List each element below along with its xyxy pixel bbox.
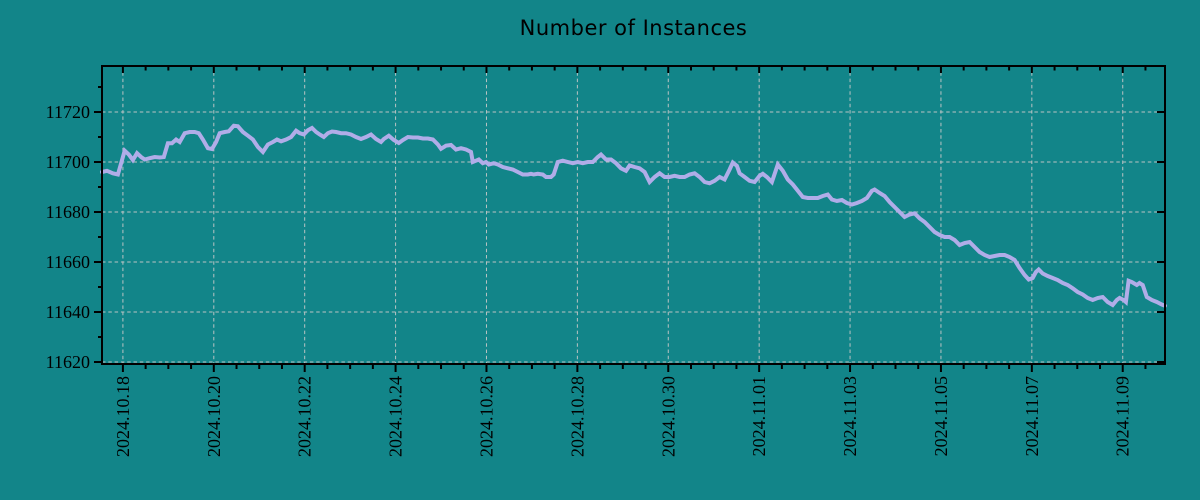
y-tick-label: 11720 [46,102,90,122]
plot-border [101,65,1166,365]
x-tick-label: 2024.11.07 [1022,376,1042,456]
x-tick-label: 2024.11.03 [840,376,860,456]
x-tick-label: 2024.10.30 [658,376,678,457]
y-tick-label: 11640 [46,302,90,322]
x-tick-label: 2024.10.28 [567,376,587,457]
x-tick-label: 2024.10.22 [295,376,315,457]
x-tick-label: 2024.11.09 [1113,376,1133,456]
x-tick-label: 2024.10.20 [204,376,224,457]
x-tick-label: 2024.11.05 [931,376,951,456]
gridlines [102,66,1165,364]
axis-ticks [94,66,1165,372]
tick-labels: 11620 11640 11660 11680 11700 11720 2024.10.18… [46,102,1133,457]
chart-title: Number of Instances [519,16,748,40]
x-tick-label: 2024.10.24 [386,376,406,457]
x-tick-label: 2024.11.01 [749,376,769,456]
x-tick-label: 2024.10.18 [113,376,133,457]
y-tick-label: 11680 [46,202,90,222]
y-tick-label: 11700 [46,152,90,172]
y-tick-label: 11620 [46,352,90,372]
data-line-instances [100,123,1167,308]
y-tick-label: 11660 [46,252,90,272]
x-tick-label: 2024.10.26 [476,376,496,457]
